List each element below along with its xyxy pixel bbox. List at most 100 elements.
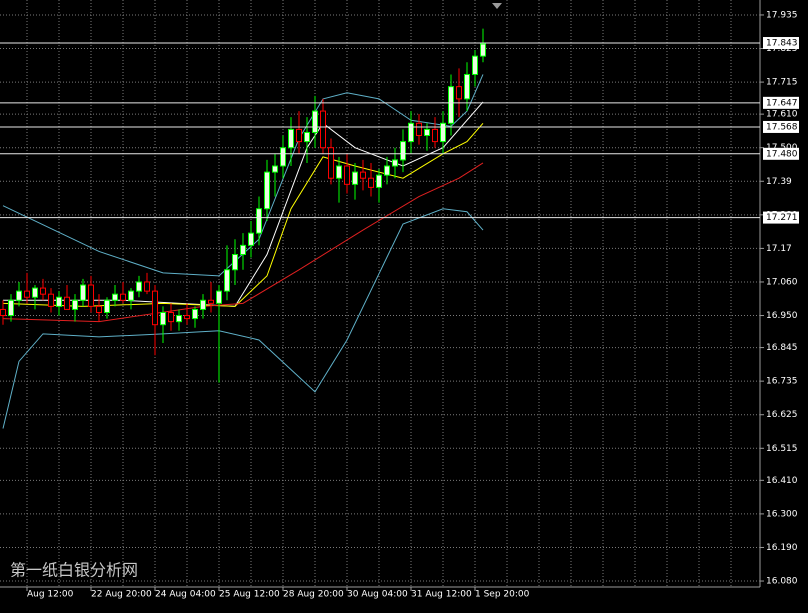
candle-body [480, 43, 486, 57]
y-tick-label: 16.190 [766, 543, 798, 553]
candle-body [400, 141, 406, 161]
candle-body [40, 287, 46, 295]
y-tick-label: 16.625 [766, 410, 798, 420]
candle-body [384, 165, 390, 176]
candle-body [464, 73, 470, 100]
candle-body [368, 177, 374, 188]
candle-body [272, 165, 278, 173]
candle-body [80, 284, 86, 301]
candle-body [376, 174, 382, 188]
x-tick-label: Aug 12:00 [27, 590, 74, 600]
candle-body [456, 86, 462, 100]
candle-body [280, 147, 286, 167]
candle-body [160, 311, 166, 326]
y-tick-label: 16.080 [766, 577, 798, 587]
x-tick-label: 28 Aug 20:00 [283, 590, 344, 600]
y-tick-label: 16.410 [766, 476, 798, 486]
candle-body [24, 290, 30, 298]
candle-body [448, 86, 454, 124]
candle-body [200, 299, 206, 310]
candle-body [216, 290, 222, 304]
price-level-label: 17.480 [766, 149, 798, 159]
candle-body [64, 296, 70, 310]
price-level-box [763, 96, 799, 109]
price-level-label: 17.843 [766, 39, 798, 49]
candle-body [304, 131, 310, 143]
x-tick-label: 30 Aug 04:00 [347, 590, 408, 600]
candle-body [128, 290, 134, 301]
candle-body [288, 128, 294, 149]
price-level-label: 17.271 [766, 213, 798, 223]
candle-body [408, 122, 414, 143]
price-level-box [763, 211, 799, 224]
candle-body [168, 311, 174, 323]
candle-body [88, 284, 94, 307]
indicator-line [2, 162, 484, 323]
candle-body [416, 122, 422, 136]
candle-body [8, 299, 14, 317]
y-tick-label: 17.060 [766, 277, 798, 287]
candle-body [424, 128, 430, 136]
candle-body [360, 171, 366, 179]
candle-body [344, 165, 350, 185]
candle-body [136, 281, 142, 292]
x-tick-label: 24 Aug 04:00 [155, 590, 216, 600]
shift-marker [492, 3, 502, 9]
candle-body [392, 159, 398, 167]
candle-body [48, 293, 54, 307]
price-level-label: 17.647 [766, 98, 798, 108]
y-tick-label: 16.735 [766, 377, 798, 387]
y-tick-label: 16.515 [766, 444, 798, 454]
candle-body [144, 281, 150, 292]
y-tick-label: 17.715 [766, 78, 798, 88]
x-tick-label: 22 Aug 20:00 [91, 590, 152, 600]
x-tick-label: 25 Aug 12:00 [219, 590, 280, 600]
candle-body [16, 290, 22, 301]
price-level-label: 17.568 [766, 122, 798, 132]
watermark: 第一纸白银分析网 [10, 561, 138, 580]
candle-body [328, 147, 334, 179]
candle-body [256, 208, 262, 234]
candle-body [152, 290, 158, 326]
vertical-grid [26, 0, 732, 587]
y-tick-label: 16.300 [766, 509, 798, 519]
price-level-box [763, 37, 799, 50]
price-level-box [763, 120, 799, 133]
y-tick-label: 16.845 [766, 343, 798, 353]
y-tick-label: 17.935 [766, 10, 798, 20]
candle-body [112, 293, 118, 301]
candle-body [336, 165, 342, 179]
candle-body [264, 171, 270, 210]
candle-body [176, 315, 182, 323]
candle-body [0, 308, 6, 317]
y-tick-label: 17.17 [766, 244, 792, 254]
y-tick-label: 17.610 [766, 110, 798, 120]
price-level-box [763, 147, 799, 160]
candle-body [472, 55, 478, 75]
x-tick-label: 31 Aug 12:00 [411, 590, 472, 600]
candle-body [320, 110, 326, 149]
candle-body [352, 171, 358, 185]
candle-body [104, 299, 110, 313]
candle-body [240, 244, 246, 256]
candle-body [312, 110, 318, 133]
candle-body [120, 293, 126, 301]
y-tick-label: 17.39 [766, 177, 792, 187]
candle-body [208, 299, 214, 304]
candle-body [296, 128, 302, 143]
candle-body [232, 254, 238, 271]
candle-body [432, 128, 438, 143]
candle-body [248, 232, 254, 246]
candle-body [32, 287, 38, 298]
candle-body [224, 269, 230, 292]
candle-body [56, 296, 62, 307]
x-tick-label: 1 Sep 20:00 [475, 590, 530, 600]
y-tick-label: 16.950 [766, 311, 798, 321]
indicator-line [2, 208, 484, 429]
candle-body [72, 299, 78, 310]
indicator-line [2, 122, 484, 307]
candle-body [192, 308, 198, 320]
candle-body [184, 315, 190, 320]
